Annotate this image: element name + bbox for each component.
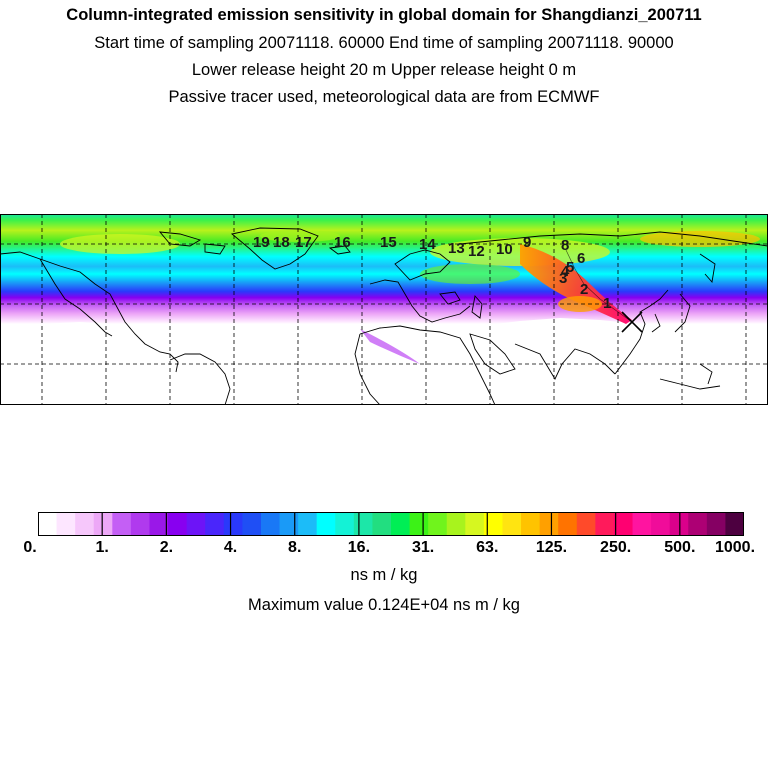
traj-label-5: 5 bbox=[566, 259, 574, 276]
traj-label-6: 6 bbox=[577, 250, 585, 267]
colorbar-swatch bbox=[38, 512, 58, 536]
traj-label-13: 13 bbox=[448, 240, 465, 257]
colorbar-swatch bbox=[75, 512, 95, 536]
colorbar-swatch bbox=[279, 512, 299, 536]
colorbar-tick-label: 63. bbox=[476, 539, 499, 556]
colorbar-swatch bbox=[446, 512, 466, 536]
traj-label-17: 17 bbox=[295, 234, 312, 251]
colorbar-swatch bbox=[521, 512, 541, 536]
colorbar-swatch bbox=[335, 512, 355, 536]
colorbar-tick-label: 125. bbox=[535, 539, 568, 556]
colorbar-swatch bbox=[353, 512, 373, 536]
colorbar-border bbox=[38, 512, 744, 536]
colorbar-swatch bbox=[112, 512, 132, 536]
colorbar-swatch bbox=[168, 512, 188, 536]
colorbar-swatch bbox=[93, 512, 113, 536]
receptor-cross-icon bbox=[621, 311, 643, 333]
sensitivity-lobe bbox=[360, 329, 420, 364]
plot-title: Column-integrated emission sensitivity i… bbox=[66, 6, 702, 24]
traj-label-15: 15 bbox=[380, 234, 397, 251]
traj-label-8: 8 bbox=[561, 237, 569, 254]
traj-label-2: 2 bbox=[580, 281, 588, 298]
colorbar-swatch bbox=[316, 512, 336, 536]
traj-label-10: 10 bbox=[496, 241, 513, 258]
colorbar-swatch bbox=[186, 512, 206, 536]
colorbar-swatch bbox=[223, 512, 243, 536]
colorbar-swatch bbox=[242, 512, 262, 536]
colorbar-swatch bbox=[260, 512, 281, 536]
tracer-info-line: Passive tracer used, meteorological data… bbox=[168, 88, 600, 106]
colorbar-tick-label: 500. bbox=[664, 539, 696, 556]
colorbar-tick-label: 31. bbox=[411, 539, 435, 556]
colorbar-swatch bbox=[502, 512, 522, 536]
colorbar-swatch bbox=[372, 512, 392, 536]
colorbar-swatch bbox=[595, 512, 615, 536]
colorbar-swatch bbox=[409, 512, 429, 536]
colorbar-tick-label: 250. bbox=[600, 539, 632, 556]
traj-label-12: 12 bbox=[468, 243, 485, 260]
colorbar-swatch bbox=[149, 512, 169, 536]
traj-label-18: 18 bbox=[273, 234, 290, 251]
colorbar-swatch bbox=[706, 512, 726, 536]
traj-label-19: 19 bbox=[253, 234, 270, 251]
colorbar-tick-label: 8. bbox=[288, 539, 302, 556]
colorbar-swatch bbox=[576, 512, 596, 536]
colorbar-swatch bbox=[613, 512, 634, 536]
colorbar-swatch bbox=[205, 512, 225, 536]
traj-label-16: 16 bbox=[334, 234, 351, 251]
release-height-line: Lower release height 20 m Upper release … bbox=[191, 61, 577, 79]
colorbar-swatch bbox=[688, 512, 708, 536]
colorbar-swatch bbox=[632, 512, 652, 536]
colorbar-swatch bbox=[465, 512, 485, 536]
colorbar-swatch bbox=[558, 512, 578, 536]
sampling-time-line: Start time of sampling 20071118. 60000 E… bbox=[94, 34, 674, 52]
colorbar-unit-label: ns m / kg bbox=[350, 566, 418, 584]
colorbar-tick-label: 4. bbox=[223, 539, 238, 556]
colorbar-swatch bbox=[483, 512, 503, 536]
colorbar-swatch bbox=[539, 512, 559, 536]
colorbar-tick-label: 0. bbox=[23, 539, 37, 556]
colorbar bbox=[38, 512, 744, 536]
colorbar-swatch bbox=[428, 512, 448, 536]
colorbar-tick-label: 2. bbox=[159, 539, 174, 556]
colorbar-tick-label: 16. bbox=[347, 539, 371, 556]
traj-label-9: 9 bbox=[523, 234, 531, 251]
maximum-value-label: Maximum value 0.124E+04 ns m / kg bbox=[248, 596, 520, 614]
colorbar-swatch bbox=[130, 512, 150, 536]
colorbar-swatch bbox=[391, 512, 411, 536]
colorbar-swatch bbox=[725, 512, 744, 536]
colorbar-tick-label: 1. bbox=[95, 539, 109, 556]
colorbar-swatch bbox=[298, 512, 318, 536]
traj-label-1: 1 bbox=[603, 295, 611, 312]
colorbar-swatch bbox=[651, 512, 671, 536]
traj-label-14: 14 bbox=[419, 236, 436, 253]
emission-sensitivity-map: 1 2 3 4 5 6 8 9 10 12 13 14 15 16 17 18 … bbox=[0, 214, 768, 405]
traj-label-3: 3 bbox=[559, 270, 567, 287]
colorbar-tick-labels: 0. 1. 2. 4. 8. 16. 31. 63. 125. 250. 500. 1000. bbox=[0, 539, 768, 561]
colorbar-swatch bbox=[56, 512, 76, 536]
traj-label-4: 4 bbox=[561, 263, 570, 280]
colorbar-tick-label: 1000. bbox=[714, 539, 756, 556]
trajectory-path bbox=[565, 249, 633, 323]
